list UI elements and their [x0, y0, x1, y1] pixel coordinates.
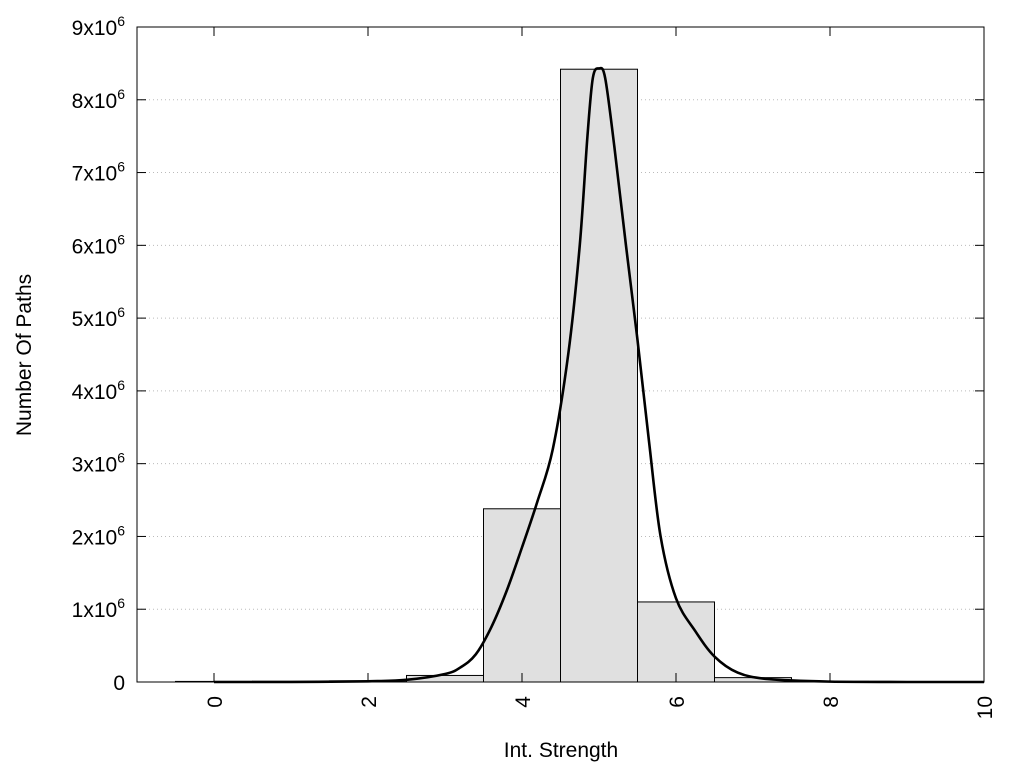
x-tick-label: 6 — [666, 696, 689, 708]
x-tick-label: 0 — [204, 696, 227, 708]
x-axis-ticks: 0 2 4 6 8 10 — [204, 27, 997, 719]
y-tick-label: 0 — [113, 672, 125, 695]
histogram-bar — [483, 508, 561, 683]
y-axis-ticks: 0 1x106 2x106 3x106 4x106 5x106 6x106 7x106 8x10… — [72, 13, 984, 695]
y-tick-label: 2x106 — [72, 522, 126, 549]
y-tick-label: 3x106 — [72, 450, 126, 477]
y-axis-title: Number Of Paths — [13, 274, 36, 436]
x-tick-label: 10 — [974, 696, 997, 719]
x-axis-title: Int. Strength — [504, 739, 618, 762]
histogram-bar — [560, 68, 638, 683]
plot-frame — [136, 26, 985, 683]
x-tick-label: 4 — [512, 696, 535, 708]
y-tick-label: 7x106 — [72, 159, 126, 186]
y-tick-label: 5x106 — [72, 304, 126, 331]
x-tick-label: 8 — [820, 696, 843, 708]
y-tick-label: 4x106 — [72, 377, 126, 404]
bars — [175, 68, 946, 683]
fit-curve-layer — [213, 66, 984, 684]
x-tick-label: 2 — [358, 696, 381, 708]
y-tick-label: 6x106 — [72, 231, 126, 258]
fit-curve — [213, 66, 984, 684]
y-tick-label: 8x106 — [72, 86, 126, 113]
y-tick-label: 9x106 — [72, 13, 126, 40]
y-tick-label: 1x106 — [72, 595, 126, 622]
